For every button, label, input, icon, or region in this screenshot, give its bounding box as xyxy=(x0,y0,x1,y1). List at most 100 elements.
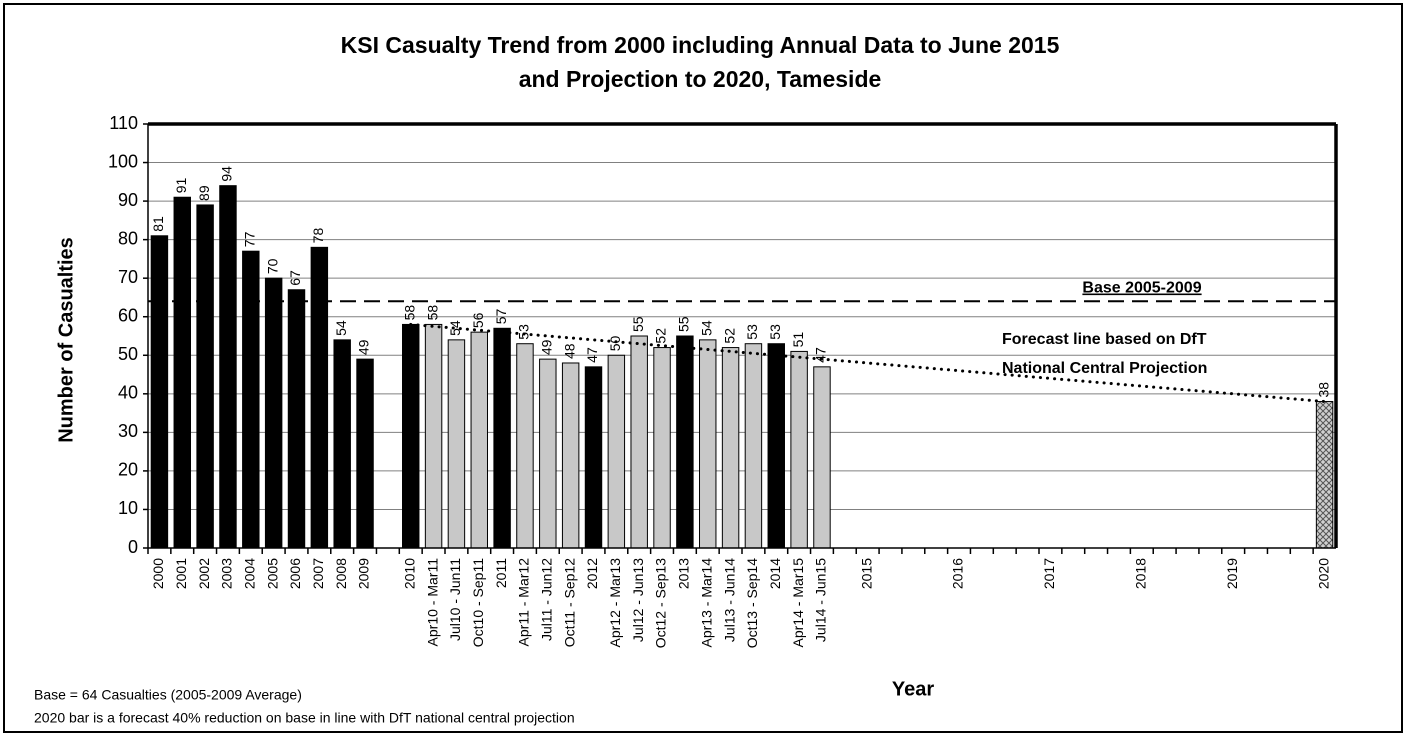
x-tick-label: Jul14 - Jun15 xyxy=(813,558,829,642)
bar xyxy=(561,362,580,549)
x-tick-label: 2016 xyxy=(950,558,966,589)
bar xyxy=(173,196,191,549)
bar xyxy=(767,343,785,549)
data-label: 51 xyxy=(790,332,806,348)
bar xyxy=(356,358,374,549)
x-tick-label: 2014 xyxy=(767,558,783,589)
y-tick-label: 70 xyxy=(118,267,138,287)
x-tick-label: 2011 xyxy=(493,558,509,588)
data-label: 53 xyxy=(767,324,783,340)
x-tick-label: Oct10 - Sep11 xyxy=(470,558,486,647)
x-tick-label: 2020 xyxy=(1315,558,1331,589)
bar xyxy=(219,185,237,549)
x-tick-label: 2002 xyxy=(196,558,212,589)
x-tick-label: 2005 xyxy=(264,558,280,589)
x-tick-label: 2019 xyxy=(1224,558,1240,589)
bar xyxy=(630,335,648,549)
y-tick-label: 50 xyxy=(118,344,138,364)
x-tick-label: Apr10 - Mar11 xyxy=(424,558,440,647)
bar xyxy=(333,339,351,549)
x-tick-label: Apr11 - Mar12 xyxy=(516,558,532,647)
bar xyxy=(813,366,831,549)
bar xyxy=(470,331,488,549)
data-label: 49 xyxy=(539,339,555,355)
bar xyxy=(150,235,169,549)
data-label: 54 xyxy=(333,320,349,336)
x-tick-label: 2018 xyxy=(1133,558,1149,589)
x-tick-label: 2000 xyxy=(150,558,166,589)
x-tick-label: Oct12 - Sep13 xyxy=(653,558,669,648)
data-label: 91 xyxy=(173,177,189,193)
y-tick-label: 110 xyxy=(109,113,138,133)
data-label: 55 xyxy=(676,316,692,332)
y-tick-label: 10 xyxy=(118,498,138,518)
x-tick-label: Apr12 - Mar13 xyxy=(607,558,623,648)
data-label: 58 xyxy=(401,305,417,321)
x-tick-label: Apr13 - Mar14 xyxy=(698,558,714,648)
data-label: 70 xyxy=(264,258,280,274)
data-label: 52 xyxy=(721,328,737,344)
x-tick-label: 2006 xyxy=(287,558,303,589)
data-label: 49 xyxy=(356,339,372,355)
data-label: 81 xyxy=(150,216,166,232)
x-tick-label: 2010 xyxy=(401,558,417,589)
x-tick-label: Jul11 - Jun12 xyxy=(539,558,555,641)
data-label: 58 xyxy=(424,305,440,321)
data-label: 54 xyxy=(698,320,714,336)
x-tick-label: 2017 xyxy=(1041,558,1057,589)
bar xyxy=(607,354,626,549)
data-label: 50 xyxy=(607,335,623,351)
bar xyxy=(699,339,717,549)
data-label: 48 xyxy=(561,343,577,359)
bar xyxy=(744,343,763,549)
data-label: 89 xyxy=(196,185,212,201)
x-tick-label: 2012 xyxy=(584,558,600,589)
y-tick-label: 20 xyxy=(118,460,138,480)
data-label: 47 xyxy=(584,347,600,363)
data-label: 55 xyxy=(630,316,646,332)
x-tick-label: 2015 xyxy=(858,558,874,589)
bar xyxy=(493,327,511,549)
data-label: 47 xyxy=(813,347,829,363)
bar xyxy=(516,343,534,549)
data-label: 56 xyxy=(470,312,486,328)
bar xyxy=(721,347,740,549)
x-tick-label: 2013 xyxy=(676,558,692,589)
y-tick-label: 60 xyxy=(118,305,138,325)
x-tick-label: Jul12 - Jun13 xyxy=(630,558,646,642)
data-label: 38 xyxy=(1315,382,1331,398)
chart-title: and Projection to 2020, Tameside xyxy=(519,66,882,92)
footnote: 2020 bar is a forecast 40% reduction on … xyxy=(34,710,575,726)
bar xyxy=(402,323,420,549)
bar xyxy=(447,339,466,549)
x-tick-label: 2004 xyxy=(242,558,258,589)
bar xyxy=(539,358,557,549)
footnote: Base = 64 Casualties (2005-2009 Average) xyxy=(34,687,302,703)
data-label: 54 xyxy=(447,320,463,336)
y-tick-label: 30 xyxy=(118,421,138,441)
y-axis-label: Number of Casualties xyxy=(55,237,77,443)
x-tick-label: 2009 xyxy=(356,558,372,589)
y-tick-label: 40 xyxy=(118,383,138,403)
bar xyxy=(1315,401,1334,549)
x-tick-label: Apr14 - Mar15 xyxy=(790,558,806,648)
chart-title: KSI Casualty Trend from 2000 including A… xyxy=(341,32,1060,58)
data-label: 53 xyxy=(744,324,760,340)
bar xyxy=(264,277,283,549)
bar xyxy=(790,350,808,549)
outer-border xyxy=(3,3,1403,733)
bar xyxy=(196,204,214,549)
data-label: 53 xyxy=(516,324,532,340)
x-tick-label: Jul13 - Jun14 xyxy=(721,558,737,642)
y-tick-label: 0 xyxy=(128,537,138,557)
data-label: 94 xyxy=(219,166,235,182)
x-tick-label: 2003 xyxy=(219,558,235,589)
y-tick-label: 100 xyxy=(108,151,138,171)
x-tick-label: 2008 xyxy=(333,558,349,589)
data-label: 52 xyxy=(653,328,669,344)
x-tick-label: 2001 xyxy=(173,558,189,589)
x-tick-label: Oct11 - Sep12 xyxy=(561,558,577,647)
base-line-label: Base 2005-2009 xyxy=(1082,280,1201,297)
bar xyxy=(424,323,443,549)
